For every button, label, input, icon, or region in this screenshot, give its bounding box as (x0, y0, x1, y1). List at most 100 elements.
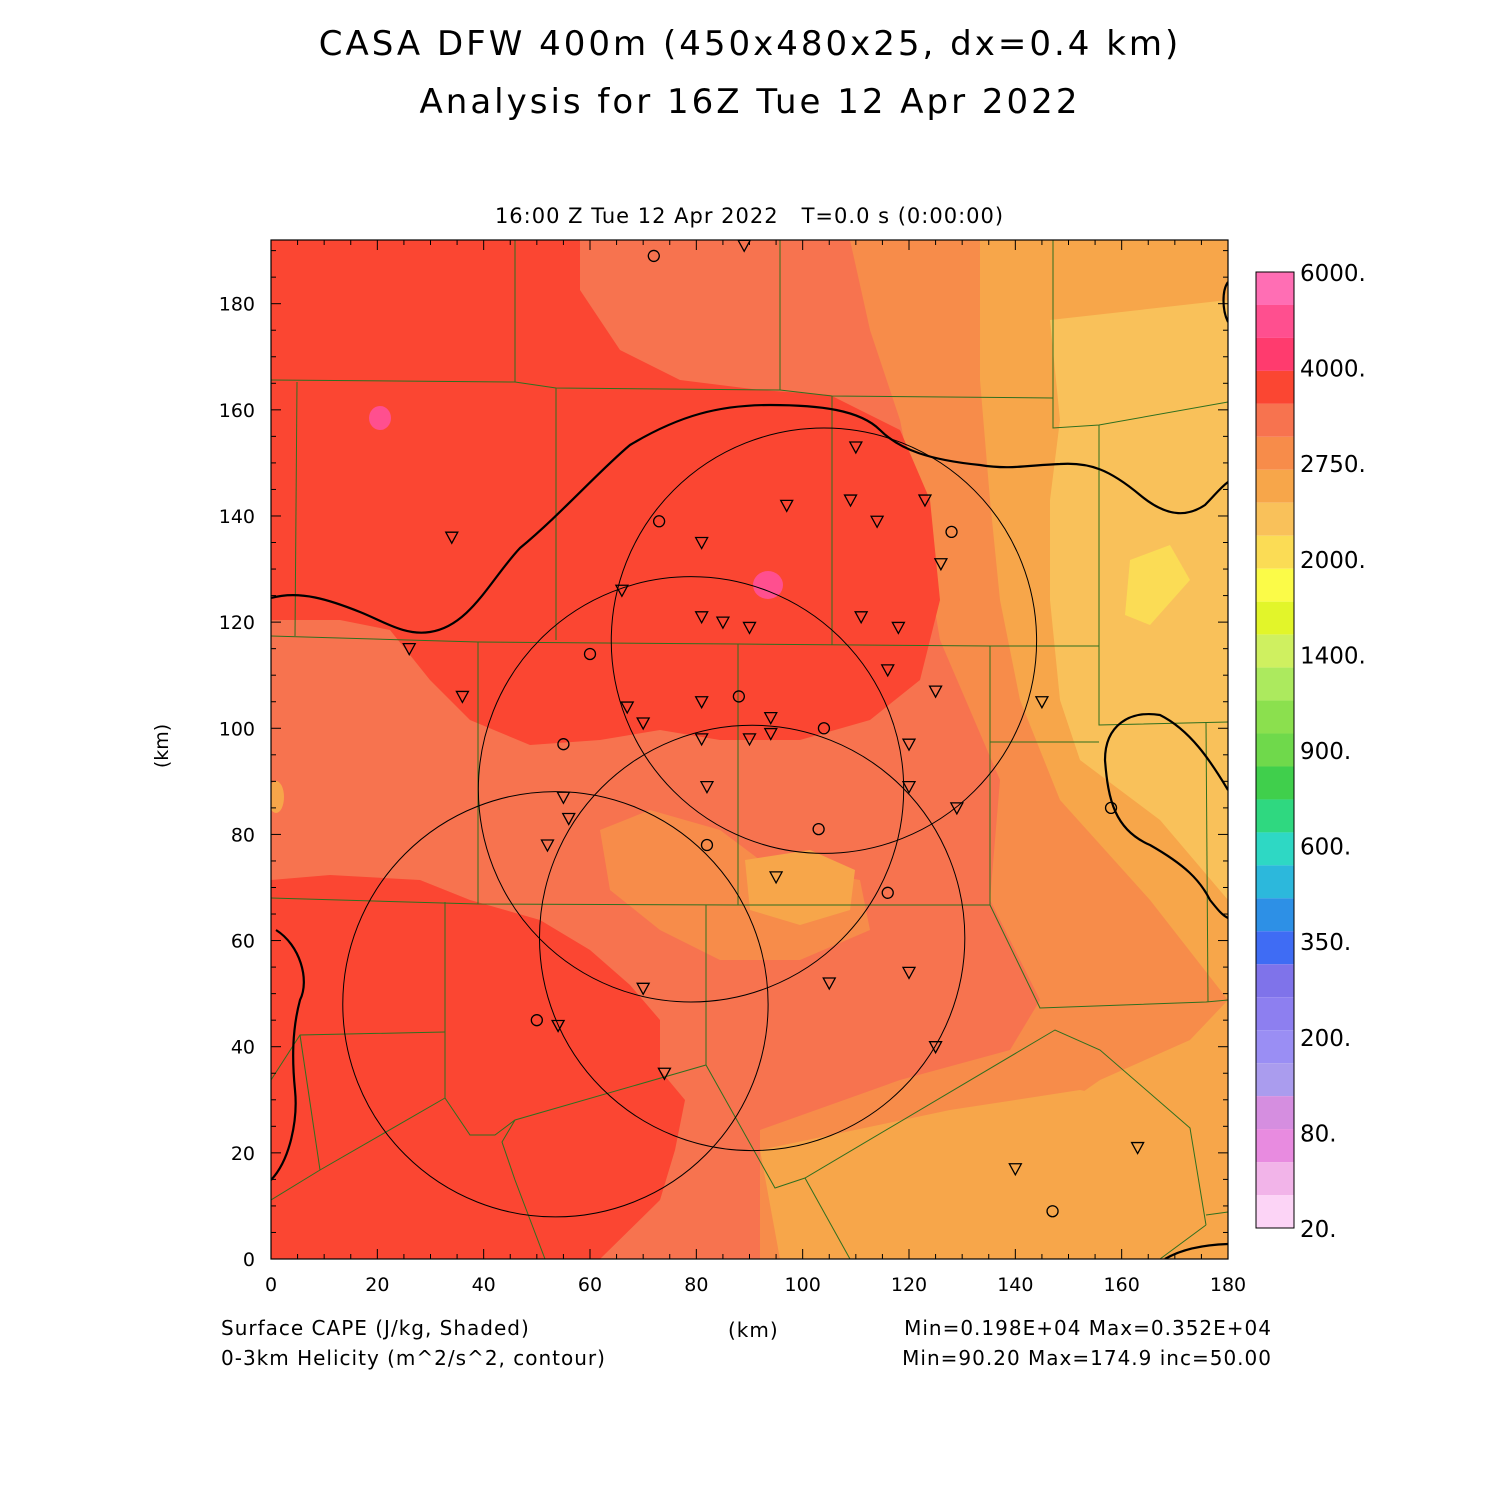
x-axis: 0 20 40 60 80 100 120 140 160 180 (265, 240, 1246, 1296)
radar-ring-1 (610, 427, 1038, 854)
station-triangle-marker (614, 584, 629, 598)
colorbar-label: 6000. (1300, 261, 1366, 287)
station-circle-marker (945, 525, 958, 539)
colorbar-label: 2000. (1300, 548, 1366, 574)
colorbar-swatch (1256, 436, 1294, 470)
station-triangle-marker (694, 611, 709, 625)
colorbar-label: 4000. (1300, 357, 1366, 383)
x-tick-label: 180 (1210, 1274, 1246, 1296)
station-triangle-marker (779, 499, 794, 513)
colorbar-swatch (1256, 997, 1294, 1031)
station-triangle-marker (657, 1067, 672, 1081)
station-triangle-marker (636, 717, 651, 731)
station-triangle-marker (949, 802, 964, 816)
colorbar-swatch (1256, 865, 1294, 899)
station-triangle-marker (742, 733, 757, 747)
station-triangle-marker (715, 616, 731, 630)
station-triangle-marker (928, 685, 943, 699)
colorbar-label: 20. (1300, 1217, 1337, 1243)
colorbar: 6000. 4000. 2750. 2000. 1400. 900. 600. 350. 200… (1255, 261, 1366, 1243)
y-axis: 0 20 40 60 80 100 120 140 160 180 (219, 250, 1228, 1271)
y-axis-label: (km) (151, 723, 174, 769)
x-tick-label: 20 (365, 1274, 389, 1296)
cape-shading (271, 240, 1228, 1259)
station-circle-marker (812, 822, 825, 836)
station-triangle-marker (843, 494, 858, 508)
colorbar-swatch (1256, 1162, 1294, 1196)
colorbar-swatch (1256, 272, 1294, 305)
footer-helicity-range: Min=90.20 Max=174.9 inc=50.00 (902, 1346, 1272, 1370)
x-axis-label: (km) (728, 1318, 779, 1342)
colorbar-label: 600. (1300, 835, 1351, 861)
station-circle-marker (557, 738, 570, 751)
colorbar-label: 200. (1300, 1026, 1351, 1052)
station-triangle-marker (848, 441, 863, 455)
colorbar-swatch (1256, 304, 1294, 338)
colorbar-swatch (1256, 931, 1294, 965)
colorbar-swatch (1256, 964, 1294, 998)
x-tick-label: 0 (265, 1274, 277, 1296)
station-triangle-marker (768, 871, 784, 885)
x-tick-label: 80 (684, 1274, 708, 1296)
station-triangle-marker (763, 712, 778, 726)
colorbar-label: 2750. (1300, 452, 1366, 478)
station-triangle-marker (444, 531, 459, 545)
station-triangle-marker (763, 727, 778, 741)
station-circle-marker (583, 647, 597, 661)
station-circle-marker (652, 515, 666, 528)
colorbar-swatch (1256, 799, 1294, 833)
colorbar-label: 1400. (1300, 643, 1366, 669)
colorbar-swatch (1256, 403, 1294, 437)
colorbar-swatch (1256, 568, 1294, 602)
station-triangle-marker (694, 536, 709, 550)
station-triangle-marker (556, 791, 571, 805)
station-triangle-marker (455, 690, 470, 704)
colorbar-swatch (1256, 1096, 1294, 1130)
station-triangle-marker (402, 643, 417, 657)
colorbar-swatch (1256, 898, 1294, 932)
footer-field-cape: Surface CAPE (J/kg, Shaded) (221, 1316, 530, 1340)
station-triangle-marker (742, 621, 757, 635)
station-circle-marker (732, 690, 746, 703)
colorbar-label: 80. (1300, 1121, 1337, 1147)
footer-cape-range: Min=0.198E+04 Max=0.352E+04 (904, 1316, 1272, 1340)
station-triangle-marker (1008, 1163, 1023, 1177)
station-triangle-marker (901, 781, 917, 795)
station-triangle-marker (917, 494, 933, 508)
y-tick-label: 120 (219, 612, 255, 634)
colorbar-swatch (1256, 1063, 1294, 1097)
colorbar-label: 900. (1300, 739, 1351, 765)
station-triangle-marker (636, 982, 651, 996)
station-circle-marker (817, 722, 831, 735)
y-tick-label: 20 (231, 1143, 255, 1165)
colorbar-swatch (1256, 502, 1294, 536)
station-triangle-marker (901, 738, 917, 752)
x-tick-label: 40 (472, 1274, 496, 1296)
station-markers (402, 240, 1145, 1218)
colorbar-swatch (1256, 766, 1294, 800)
station-triangle-marker (933, 558, 948, 572)
station-circle-marker (647, 249, 660, 263)
colorbar-swatch (1256, 700, 1294, 734)
county-boundaries (271, 240, 1228, 1259)
station-triangle-marker (891, 621, 906, 635)
colorbar-swatch (1256, 1030, 1294, 1064)
x-tick-label: 140 (997, 1274, 1033, 1296)
station-circle-marker (530, 1014, 543, 1027)
y-tick-label: 140 (219, 506, 255, 528)
station-triangle-marker (540, 839, 555, 853)
colorbar-swatch (1256, 469, 1294, 503)
station-circle-marker (1046, 1205, 1059, 1218)
colorbar-swatch (1256, 667, 1294, 701)
station-triangle-marker (1130, 1141, 1145, 1155)
radar-ring-4 (342, 791, 769, 1218)
station-triangle-marker (551, 1019, 566, 1033)
x-tick-label: 60 (578, 1274, 602, 1296)
radar-ring-3 (538, 724, 966, 1152)
colorbar-label: 350. (1300, 930, 1351, 956)
radar-range-rings (342, 427, 1038, 1218)
x-tick-label: 160 (1104, 1274, 1140, 1296)
station-triangle-marker (928, 1041, 943, 1055)
colorbar-swatch (1256, 832, 1294, 866)
